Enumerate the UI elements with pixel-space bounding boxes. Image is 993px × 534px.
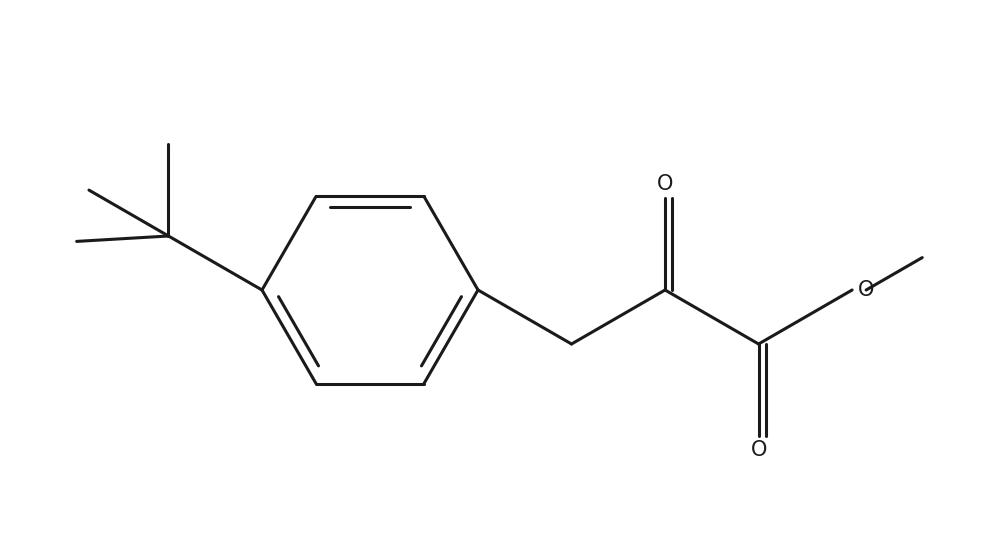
Text: O: O — [657, 174, 673, 194]
Text: O: O — [751, 440, 767, 460]
Text: O: O — [858, 280, 874, 300]
